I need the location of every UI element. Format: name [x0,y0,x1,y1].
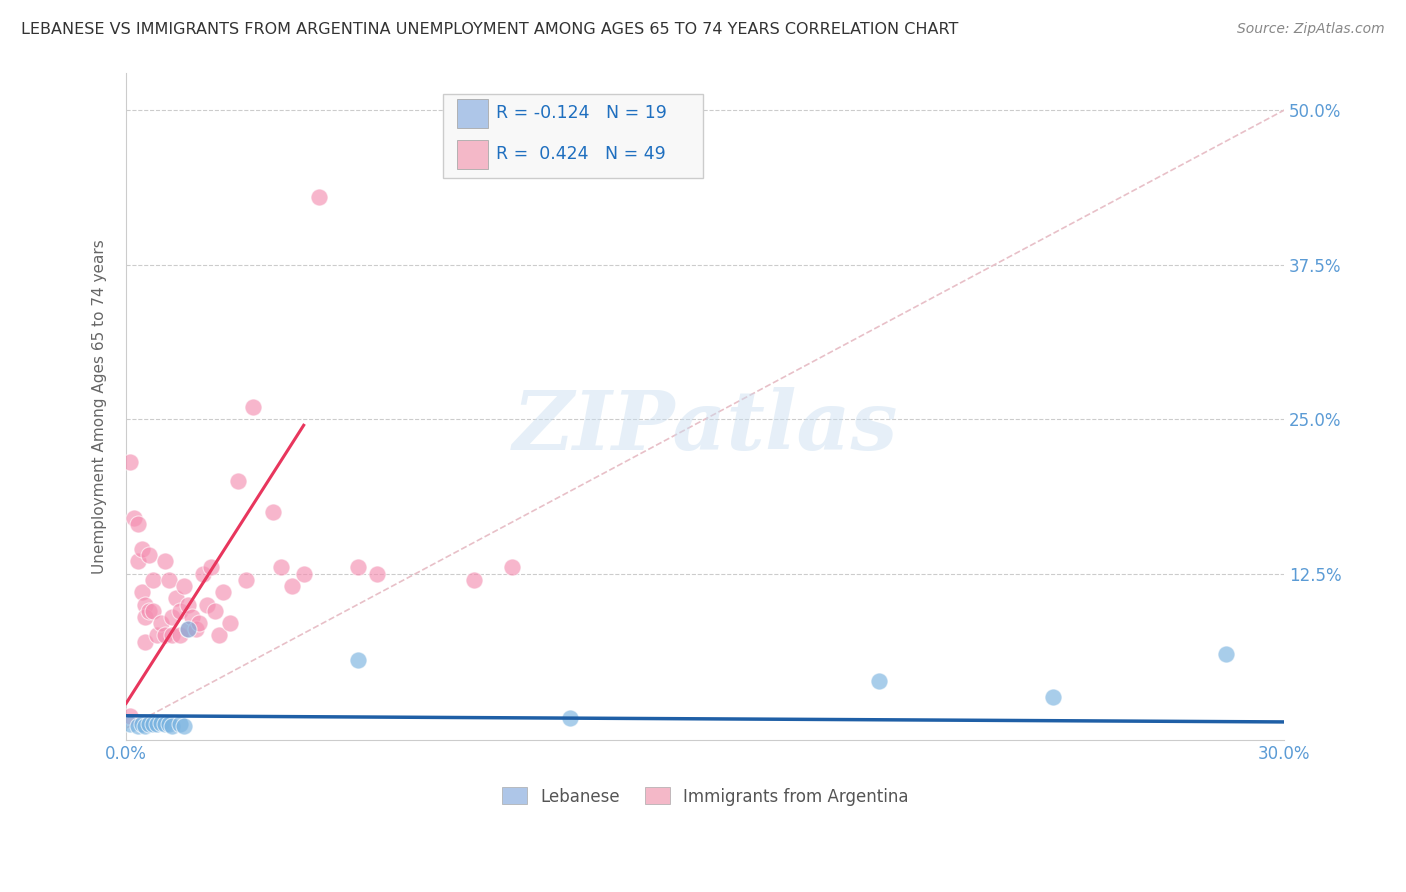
Point [1042,690,1064,705]
Point [281,579,304,593]
Point [162,610,184,624]
Point [118,455,141,469]
Point [177,622,200,636]
Point [157,717,180,731]
Point [180,610,202,624]
Point [138,717,160,731]
Point [208,628,231,642]
Point [162,628,184,642]
Point [146,628,169,642]
Point [366,566,388,581]
Point [242,400,264,414]
Point [118,717,141,731]
Point [134,610,156,624]
Point [142,717,165,731]
Point [173,579,195,593]
Point [162,718,184,732]
Point [127,517,149,532]
Point [184,622,207,636]
Point [346,653,368,667]
Point [146,717,169,731]
Text: R =  0.424   N = 49: R = 0.424 N = 49 [496,145,666,163]
Point [169,604,191,618]
Point [165,591,187,606]
Point [200,560,222,574]
Point [138,604,160,618]
Point [558,711,581,725]
Point [177,598,200,612]
Point [153,554,176,568]
Point [153,717,176,731]
Legend: Lebanese, Immigrants from Argentina: Lebanese, Immigrants from Argentina [495,780,915,813]
Point [219,615,242,630]
Point [226,474,249,488]
Point [195,598,218,612]
Point [131,585,153,599]
Point [235,573,257,587]
Point [131,717,153,731]
Point [204,604,226,618]
Point [308,189,330,203]
Point [131,541,153,556]
Point [501,560,523,574]
Text: ZIPatlas: ZIPatlas [512,387,898,467]
Point [122,511,145,525]
Point [134,634,156,648]
Point [142,604,165,618]
Point [193,566,215,581]
Point [188,615,211,630]
Point [211,585,233,599]
Point [1215,647,1237,661]
Point [292,566,315,581]
Point [173,718,195,732]
Point [127,718,149,732]
Point [463,573,485,587]
Point [127,554,149,568]
Text: LEBANESE VS IMMIGRANTS FROM ARGENTINA UNEMPLOYMENT AMONG AGES 65 TO 74 YEARS COR: LEBANESE VS IMMIGRANTS FROM ARGENTINA UN… [21,22,959,37]
Text: Source: ZipAtlas.com: Source: ZipAtlas.com [1237,22,1385,37]
Point [262,505,284,519]
Text: R = -0.124   N = 19: R = -0.124 N = 19 [496,104,668,122]
Point [169,717,191,731]
Point [134,598,156,612]
Point [134,718,156,732]
Point [149,716,172,731]
Point [868,674,890,689]
Point [169,628,191,642]
Y-axis label: Unemployment Among Ages 65 to 74 years: Unemployment Among Ages 65 to 74 years [93,239,107,574]
Point [138,548,160,562]
Point [149,615,172,630]
Point [177,622,200,636]
Point [118,708,141,723]
Point [142,573,165,587]
Point [153,628,176,642]
Point [270,560,292,574]
Point [346,560,368,574]
Point [157,573,180,587]
